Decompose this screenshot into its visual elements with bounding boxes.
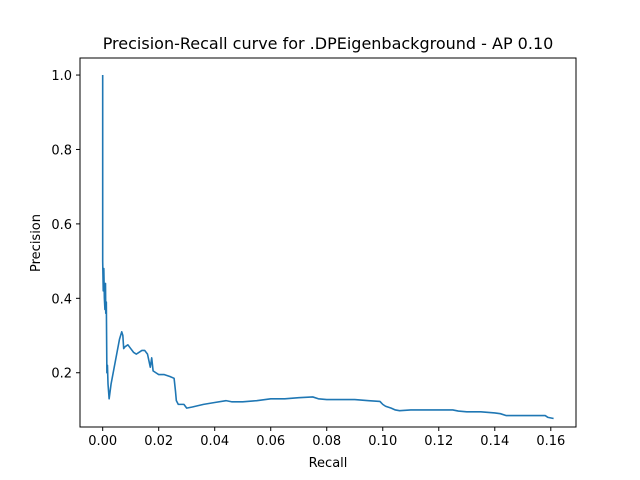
plot-area <box>101 75 554 420</box>
chart-title: Precision-Recall curve for .DPEigenbackg… <box>103 34 554 53</box>
y-axis-ticks: 0.2 0.4 0.6 0.8 1.0 <box>51 69 80 382</box>
y-tick-label: 0.8 <box>51 143 72 158</box>
x-axis-ticks: 0.00 0.02 0.04 0.06 0.08 0.10 0.12 0.14 0.16 <box>88 427 565 449</box>
axes-frame <box>79 57 577 428</box>
x-axis-label: Recall <box>309 456 348 471</box>
x-tick-label: 0.08 <box>312 434 341 449</box>
x-tick-label: 0.16 <box>536 434 565 449</box>
x-tick-label: 0.00 <box>88 434 117 449</box>
x-tick-label: 0.14 <box>480 434 509 449</box>
y-tick-label: 0.6 <box>51 218 72 233</box>
y-tick-label: 1.0 <box>51 69 72 84</box>
x-tick-label: 0.02 <box>144 434 173 449</box>
y-tick-label: 0.4 <box>51 292 72 307</box>
x-tick-label: 0.12 <box>424 434 453 449</box>
x-tick-label: 0.10 <box>368 434 397 449</box>
y-tick-label: 0.2 <box>51 367 72 382</box>
y-axis-label: Precision <box>29 214 44 272</box>
x-tick-label: 0.06 <box>256 434 285 449</box>
series-line-0 <box>101 75 554 420</box>
x-tick-label: 0.04 <box>200 434 229 449</box>
